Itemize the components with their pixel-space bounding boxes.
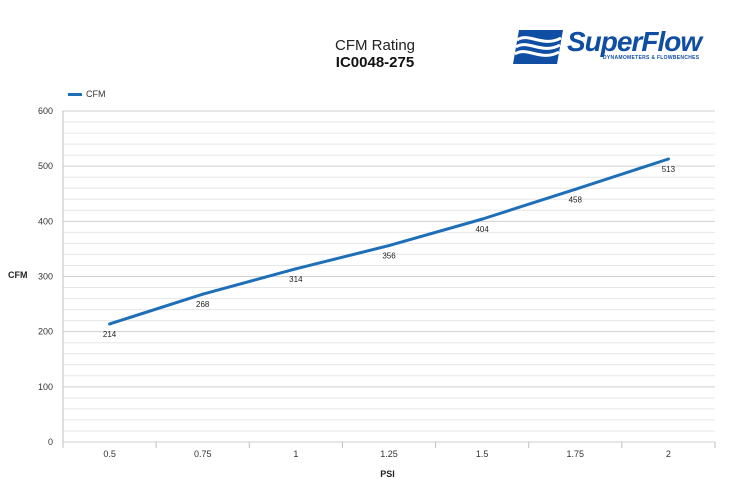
x-axis-label: PSI — [380, 469, 395, 479]
chart-subtitle: IC0048-275 — [335, 54, 415, 71]
y-tick-label: 500 — [38, 161, 53, 171]
data-point — [387, 244, 391, 248]
data-label: 513 — [662, 165, 676, 174]
chart-title: CFM Rating — [334, 37, 416, 54]
logo-wordmark: SuperFlow — [567, 26, 702, 57]
logo-emblem-icon — [513, 30, 563, 64]
y-tick-label: 400 — [38, 216, 53, 226]
legend-swatch — [68, 92, 82, 96]
y-tick-label: 300 — [38, 272, 53, 282]
y-tick-label: 200 — [38, 327, 53, 337]
data-label: 356 — [382, 252, 396, 261]
x-tick-label: 0.5 — [103, 449, 116, 459]
data-point — [573, 187, 577, 191]
x-tick-label: 1.25 — [380, 449, 398, 459]
data-label: 404 — [475, 225, 489, 234]
data-point — [201, 292, 205, 296]
data-label: 458 — [569, 195, 583, 204]
x-tick-label: 1 — [293, 449, 298, 459]
y-tick-label: 600 — [38, 106, 53, 116]
data-point — [480, 217, 484, 221]
data-point — [666, 157, 670, 161]
legend-label: CFM — [86, 89, 106, 99]
x-tick-label: 0.75 — [194, 449, 212, 459]
logo-tagline: DYNAMOMETERS & FLOWBENCHES — [603, 55, 700, 61]
data-label: 268 — [196, 300, 210, 309]
x-tick-label: 1.75 — [567, 449, 585, 459]
x-tick-label: 2 — [666, 449, 671, 459]
series-line-cfm — [109, 157, 669, 326]
x-tick-label: 1.5 — [476, 449, 489, 459]
data-point — [108, 322, 112, 326]
y-axis-label: CFM — [8, 270, 28, 280]
y-tick-label: 100 — [38, 382, 53, 392]
superflow-logo: SuperFlow DYNAMOMETERS & FLOWBENCHES — [513, 26, 718, 68]
data-point — [294, 267, 298, 271]
data-label: 314 — [289, 275, 303, 284]
y-tick-label: 0 — [48, 437, 53, 447]
data-label: 214 — [103, 330, 117, 339]
legend: CFM — [68, 89, 106, 99]
